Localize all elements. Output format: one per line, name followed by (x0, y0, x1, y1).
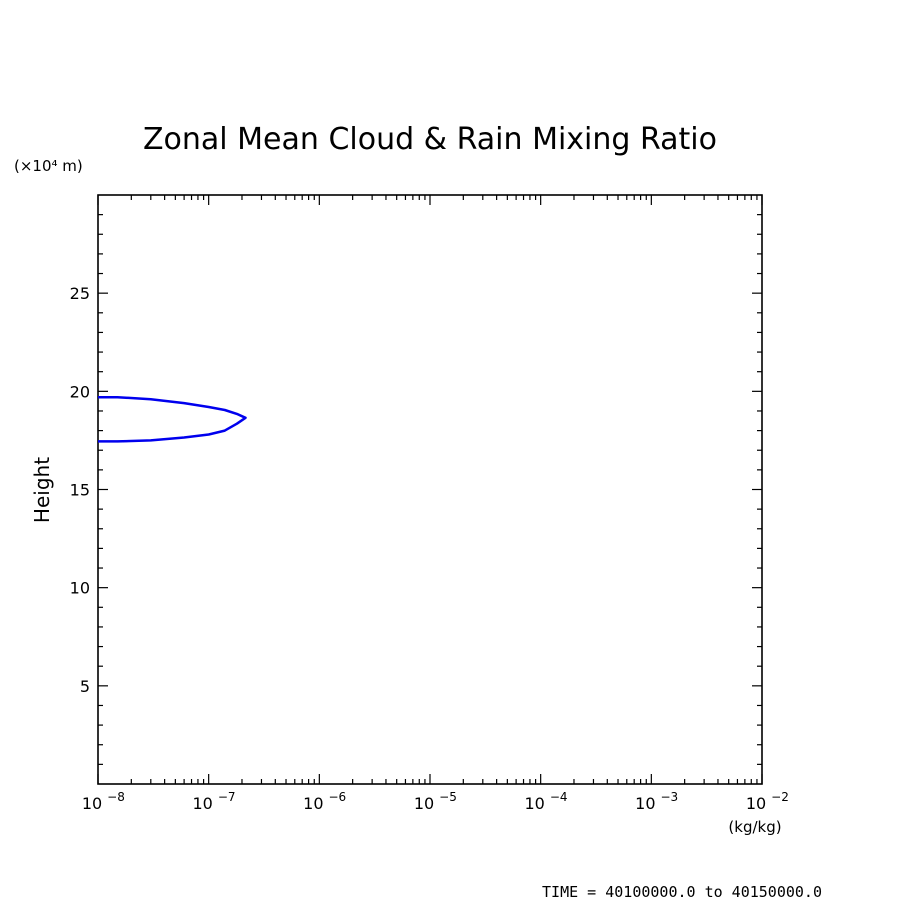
x-tick-exponent: −6 (328, 790, 346, 804)
y-tick-label: 15 (70, 481, 90, 500)
axes: 5 10 15 20 25 10 −8 10 −7 10 −6 10 −5 10 −4 10 −3 10 −2 (70, 194, 789, 813)
x-tick-exponent: −3 (660, 790, 678, 804)
chart-title: Zonal Mean Cloud & Rain Mixing Ratio (143, 122, 717, 157)
y-axis-label: Height (30, 457, 54, 523)
plot-area (98, 395, 247, 443)
x-tick-label: 10 (414, 794, 434, 813)
x-tick-exponent: −5 (439, 790, 457, 804)
x-unit-label: (kg/kg) (728, 818, 781, 836)
plot-frame (97, 194, 763, 785)
x-tick-exponent: −8 (107, 790, 125, 804)
x-tick-exponent: −4 (550, 790, 568, 804)
x-tick-label: 10 (192, 794, 212, 813)
x-tick-label: 10 (303, 794, 323, 813)
y-tick-label: 25 (70, 284, 90, 303)
y-tick-label: 10 (70, 579, 90, 598)
y-tick-label: 20 (70, 382, 90, 401)
x-tick-exponent: −2 (771, 790, 789, 804)
x-tick-label: 10 (82, 794, 102, 813)
x-tick-label: 10 (524, 794, 544, 813)
x-tick-label: 10 (746, 794, 766, 813)
time-footer: TIME = 40100000.0 to 40150000.0 (542, 883, 822, 901)
y-tick-label: 5 (80, 677, 90, 696)
x-tick-label: 10 (635, 794, 655, 813)
x-tick-exponent: −7 (218, 790, 236, 804)
series-line (98, 395, 247, 443)
y-unit-label: (×10⁴ m) (14, 157, 83, 175)
